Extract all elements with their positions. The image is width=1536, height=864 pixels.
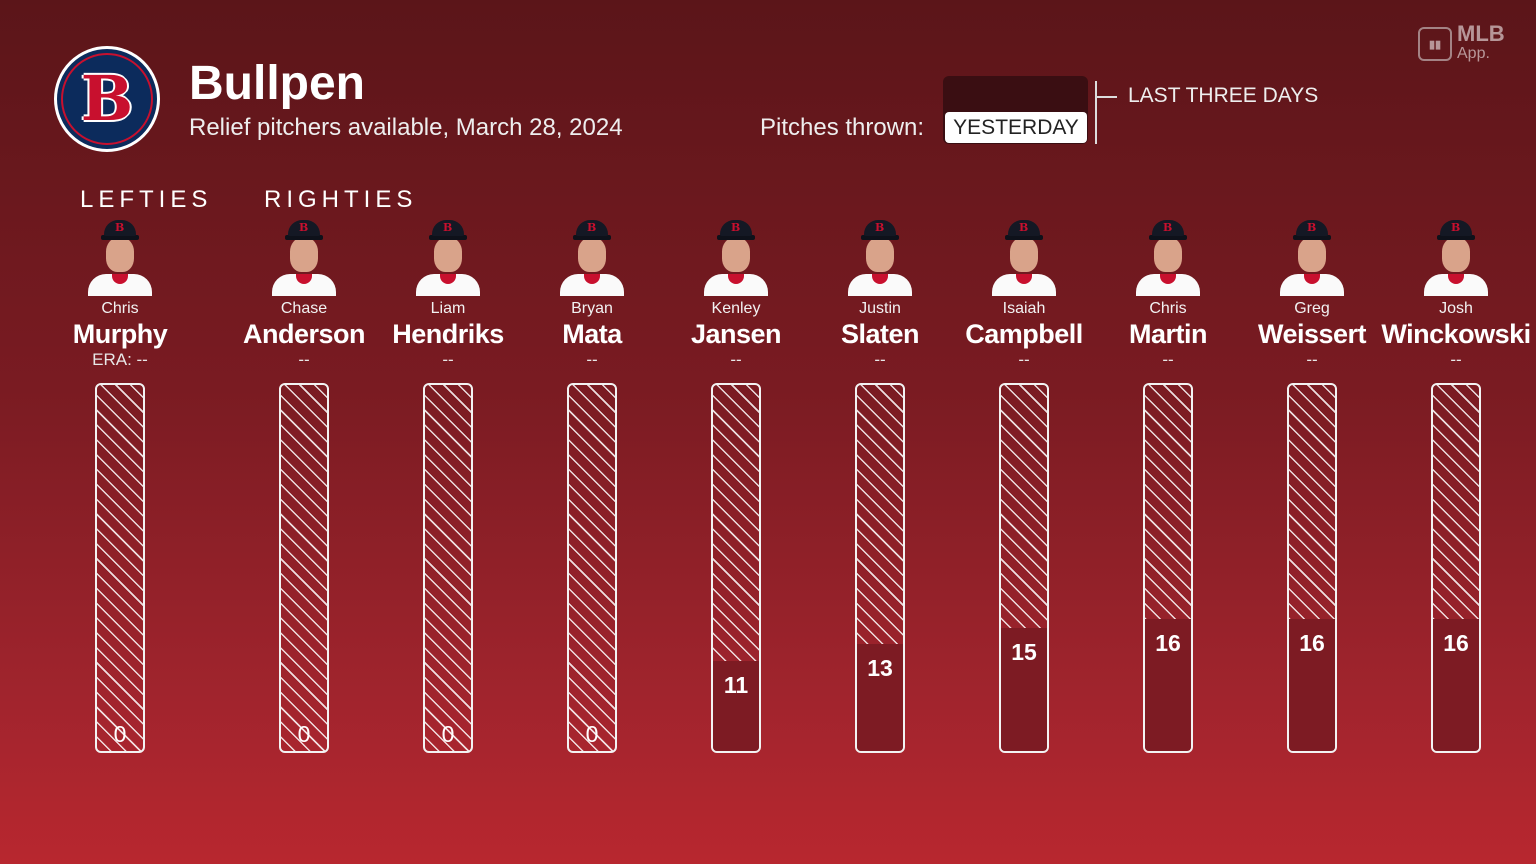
pitcher-era: -- bbox=[1018, 350, 1030, 369]
pitcher-last-name: Anderson bbox=[242, 319, 366, 349]
pitches-thrown-label: Pitches thrown: bbox=[760, 114, 925, 141]
pitcher-card[interactable]: B Isaiah Campbell -- bbox=[949, 216, 1099, 370]
pitcher-card[interactable]: B Kenley Jansen -- bbox=[661, 216, 811, 370]
pitcher-last-name: Mata bbox=[562, 319, 622, 349]
pitcher-card[interactable]: B Chase Anderson -- bbox=[229, 216, 379, 370]
toggle-bracket-tick bbox=[1095, 96, 1117, 98]
group-label-righties: RIGHTIES bbox=[264, 186, 418, 213]
pitcher-headshot: B bbox=[1272, 216, 1352, 296]
pitcher-last-name: Campbell bbox=[965, 319, 1083, 349]
pitch-count-bar: 16 bbox=[1143, 383, 1193, 753]
pitch-count-fill bbox=[1145, 619, 1191, 751]
pitcher-era: -- bbox=[1450, 350, 1462, 369]
pitch-count-bar: 0 bbox=[95, 383, 145, 753]
toggle-bracket bbox=[1095, 81, 1097, 144]
pitcher-era: -- bbox=[1306, 350, 1318, 369]
pitch-count-label: 13 bbox=[867, 655, 893, 681]
pitcher-last-name: Murphy bbox=[72, 319, 168, 349]
page-subtitle: Relief pitchers available, March 28, 202… bbox=[189, 114, 623, 141]
mlb-app-brand: ▮▮ MLB App. bbox=[1418, 21, 1505, 64]
toggle-option-yesterday[interactable]: YESTERDAY bbox=[945, 112, 1087, 143]
pitch-count-bar: 15 bbox=[999, 383, 1049, 753]
mlb-brand-sub: App. bbox=[1457, 45, 1490, 62]
pitcher-headshot: B bbox=[408, 216, 488, 296]
pitch-count-label: 0 bbox=[441, 721, 455, 747]
pitcher-last-name: Slaten bbox=[840, 319, 920, 349]
pitcher-first-name: Kenley bbox=[711, 300, 761, 317]
pitcher-first-name: Justin bbox=[859, 300, 901, 317]
pitcher-era: -- bbox=[298, 350, 310, 369]
pitcher-card[interactable]: B Bryan Mata -- bbox=[517, 216, 667, 370]
pitcher-headshot: B bbox=[1128, 216, 1208, 296]
pitcher-headshot: B bbox=[696, 216, 776, 296]
pitcher-headshot: B bbox=[984, 216, 1064, 296]
pitcher-headshot: B bbox=[552, 216, 632, 296]
group-label-lefties: LEFTIES bbox=[80, 186, 213, 213]
page-title: Bullpen bbox=[189, 57, 365, 110]
pitcher-headshot: B bbox=[1416, 216, 1496, 296]
pitch-count-label: 0 bbox=[585, 721, 599, 747]
pitcher-first-name: Liam bbox=[430, 300, 466, 317]
pitch-count-fill bbox=[1001, 628, 1047, 751]
pitch-count-bar: 13 bbox=[855, 383, 905, 753]
pitcher-headshot: B bbox=[264, 216, 344, 296]
pitcher-first-name: Chris bbox=[1149, 300, 1187, 317]
pitcher-era: ERA: -- bbox=[92, 350, 148, 369]
pitch-count-fill bbox=[1433, 619, 1479, 751]
pitch-count-label: 0 bbox=[297, 721, 311, 747]
pitch-count-bar: 0 bbox=[567, 383, 617, 753]
pitch-count-fill bbox=[713, 661, 759, 751]
pitcher-card[interactable]: B Liam Hendriks -- bbox=[373, 216, 523, 370]
pitcher-card[interactable]: B Chris Murphy ERA: -- bbox=[45, 216, 195, 370]
pitcher-card[interactable]: B Greg Weissert -- bbox=[1237, 216, 1387, 370]
pitcher-era: -- bbox=[586, 350, 598, 369]
mlb-brand-name: MLB bbox=[1457, 21, 1505, 46]
toggle-option-last-three-days[interactable]: LAST THREE DAYS bbox=[1128, 84, 1319, 107]
pitch-count-bar: 11 bbox=[711, 383, 761, 753]
pitcher-era: -- bbox=[874, 350, 886, 369]
logo-letter: B bbox=[80, 62, 134, 135]
pitch-count-label: 16 bbox=[1299, 630, 1325, 656]
pitch-count-bar: 0 bbox=[279, 383, 329, 753]
pitcher-last-name: Martin bbox=[1129, 319, 1208, 349]
pitch-count-fill bbox=[857, 644, 903, 751]
pitch-count-label: 11 bbox=[723, 672, 749, 698]
pitch-count-bar: 0 bbox=[423, 383, 473, 753]
mlb-app-icon: ▮▮ bbox=[1418, 27, 1452, 61]
pitcher-headshot: B bbox=[840, 216, 920, 296]
pitcher-headshot: B bbox=[80, 216, 160, 296]
pitcher-card[interactable]: B Josh Winckowski -- bbox=[1381, 216, 1531, 370]
pitcher-era: -- bbox=[442, 350, 454, 369]
pitcher-last-name: Weissert bbox=[1257, 319, 1367, 349]
pitch-count-label: 0 bbox=[113, 721, 127, 747]
pitcher-first-name: Chris bbox=[101, 300, 139, 317]
pitcher-first-name: Josh bbox=[1439, 300, 1473, 317]
pitcher-card[interactable]: B Chris Martin -- bbox=[1093, 216, 1243, 370]
pitch-count-label: 15 bbox=[1011, 639, 1037, 665]
pitcher-last-name: Jansen bbox=[690, 319, 782, 349]
pitch-count-label: 16 bbox=[1155, 630, 1181, 656]
pitcher-first-name: Chase bbox=[280, 300, 328, 317]
pitcher-era: -- bbox=[1162, 350, 1174, 369]
pitch-count-bar: 16 bbox=[1431, 383, 1481, 753]
pitcher-last-name: Winckowski bbox=[1381, 319, 1531, 349]
pitcher-first-name: Greg bbox=[1294, 300, 1330, 317]
pitch-count-label: 16 bbox=[1443, 630, 1469, 656]
pitch-count-fill bbox=[1289, 619, 1335, 751]
pitcher-first-name: Isaiah bbox=[1002, 300, 1046, 317]
pitcher-last-name: Hendriks bbox=[392, 319, 504, 349]
pitcher-card[interactable]: B Justin Slaten -- bbox=[805, 216, 955, 370]
pitcher-era: -- bbox=[730, 350, 742, 369]
pitcher-first-name: Bryan bbox=[571, 300, 613, 317]
pitch-count-bar: 16 bbox=[1287, 383, 1337, 753]
red-sox-logo: B bbox=[54, 46, 160, 152]
